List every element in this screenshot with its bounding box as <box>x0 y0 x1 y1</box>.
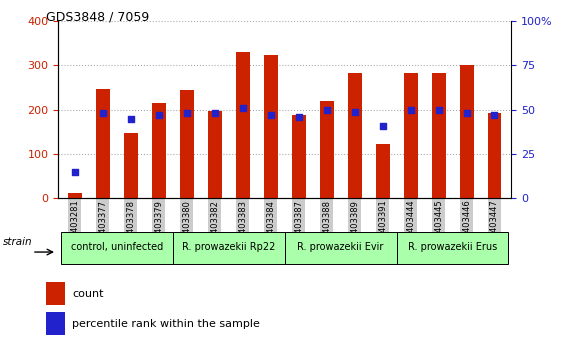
Bar <box>487 113 501 198</box>
Bar <box>152 103 166 198</box>
FancyBboxPatch shape <box>397 232 508 264</box>
Point <box>182 110 191 116</box>
Bar <box>404 73 418 198</box>
Point <box>70 169 80 175</box>
Bar <box>460 65 474 198</box>
Point <box>126 116 135 121</box>
Bar <box>347 74 361 198</box>
Bar <box>208 111 222 198</box>
Bar <box>236 52 250 198</box>
Point <box>434 107 443 113</box>
Point <box>210 110 220 116</box>
Bar <box>68 193 82 198</box>
FancyBboxPatch shape <box>173 232 285 264</box>
Point <box>378 123 388 129</box>
Bar <box>375 144 390 198</box>
Point <box>238 105 248 111</box>
Bar <box>292 115 306 198</box>
Text: count: count <box>72 289 103 299</box>
Text: strain: strain <box>3 238 33 247</box>
Text: R. prowazekii Erus: R. prowazekii Erus <box>408 242 497 252</box>
Point <box>462 110 471 116</box>
Point <box>322 107 331 113</box>
Bar <box>320 101 333 198</box>
Point <box>350 109 359 114</box>
Point <box>294 114 303 120</box>
Bar <box>264 55 278 198</box>
Text: control, uninfected: control, uninfected <box>71 242 163 252</box>
Bar <box>432 73 446 198</box>
Text: GDS3848 / 7059: GDS3848 / 7059 <box>46 11 150 24</box>
Point <box>406 107 415 113</box>
Bar <box>180 90 194 198</box>
Point <box>266 112 275 118</box>
Text: percentile rank within the sample: percentile rank within the sample <box>72 319 260 329</box>
Bar <box>46 313 65 335</box>
Bar <box>46 282 65 305</box>
Bar <box>96 88 110 198</box>
Text: R. prowazekii Evir: R. prowazekii Evir <box>297 242 384 252</box>
Point <box>154 112 163 118</box>
FancyBboxPatch shape <box>61 232 173 264</box>
Point <box>490 112 499 118</box>
FancyBboxPatch shape <box>285 232 397 264</box>
Point <box>98 110 107 116</box>
Text: R. prowazekii Rp22: R. prowazekii Rp22 <box>182 242 275 252</box>
Bar <box>124 133 138 198</box>
